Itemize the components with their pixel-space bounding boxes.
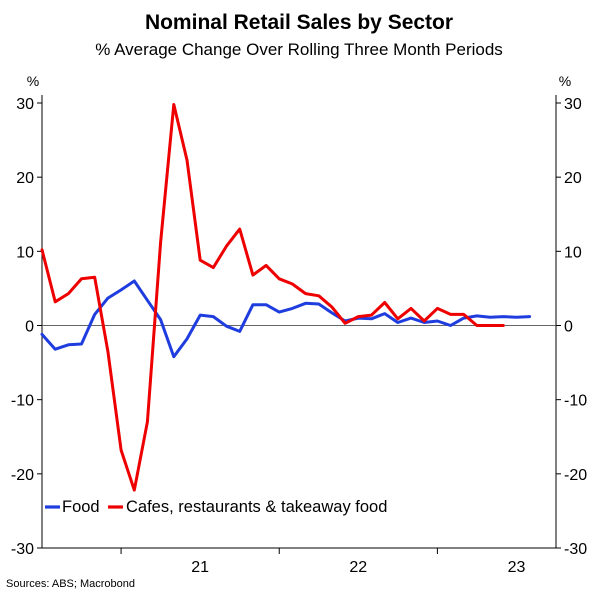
y-tick-label-left: -20 bbox=[11, 467, 34, 484]
y-tick-label-right: 20 bbox=[564, 170, 582, 187]
legend: Food Cafes, restaurants & takeaway food bbox=[45, 498, 387, 516]
source-note: Sources: ABS; Macrobond bbox=[6, 578, 135, 590]
series-line-food bbox=[40, 279, 532, 359]
y-tick-label-right: 30 bbox=[564, 96, 582, 113]
chart-title: Nominal Retail Sales by Sector bbox=[145, 11, 453, 34]
y-tick-label-left: 30 bbox=[16, 96, 34, 113]
y-tick-label-left: 0 bbox=[25, 319, 34, 336]
y-axis-ticks: 30 30 20 20 10 10 0 0 -10 -10 -20 -20 -30 -30 bbox=[11, 96, 587, 558]
legend-label-food: Food bbox=[62, 498, 100, 516]
y-tick-label-right: 0 bbox=[564, 319, 573, 336]
y-tick-label-left: 20 bbox=[16, 170, 34, 187]
x-tick-label: 23 bbox=[508, 559, 526, 576]
series-lines bbox=[40, 103, 532, 492]
y-tick-label-right: 10 bbox=[564, 244, 582, 261]
x-axis-ticks: 21 22 23 bbox=[120, 548, 526, 576]
y-tick-label-right: -20 bbox=[564, 467, 587, 484]
x-tick-label: 21 bbox=[191, 559, 209, 576]
legend-label-cafes: Cafes, restaurants & takeaway food bbox=[126, 498, 387, 516]
chart-subtitle: % Average Change Over Rolling Three Mont… bbox=[95, 40, 503, 59]
y-tick-label-left: 10 bbox=[16, 244, 34, 261]
y-tick-label-right: -30 bbox=[564, 541, 587, 558]
y-tick-label-right: -10 bbox=[564, 393, 587, 410]
x-tick-label: 22 bbox=[349, 559, 367, 576]
y-unit-left: % bbox=[27, 73, 39, 89]
plot-frame bbox=[41, 95, 557, 549]
y-tick-label-left: -30 bbox=[11, 541, 34, 558]
series-line-cafes bbox=[40, 103, 505, 492]
y-unit-right: % bbox=[559, 73, 571, 89]
y-tick-label-left: -10 bbox=[11, 393, 34, 410]
